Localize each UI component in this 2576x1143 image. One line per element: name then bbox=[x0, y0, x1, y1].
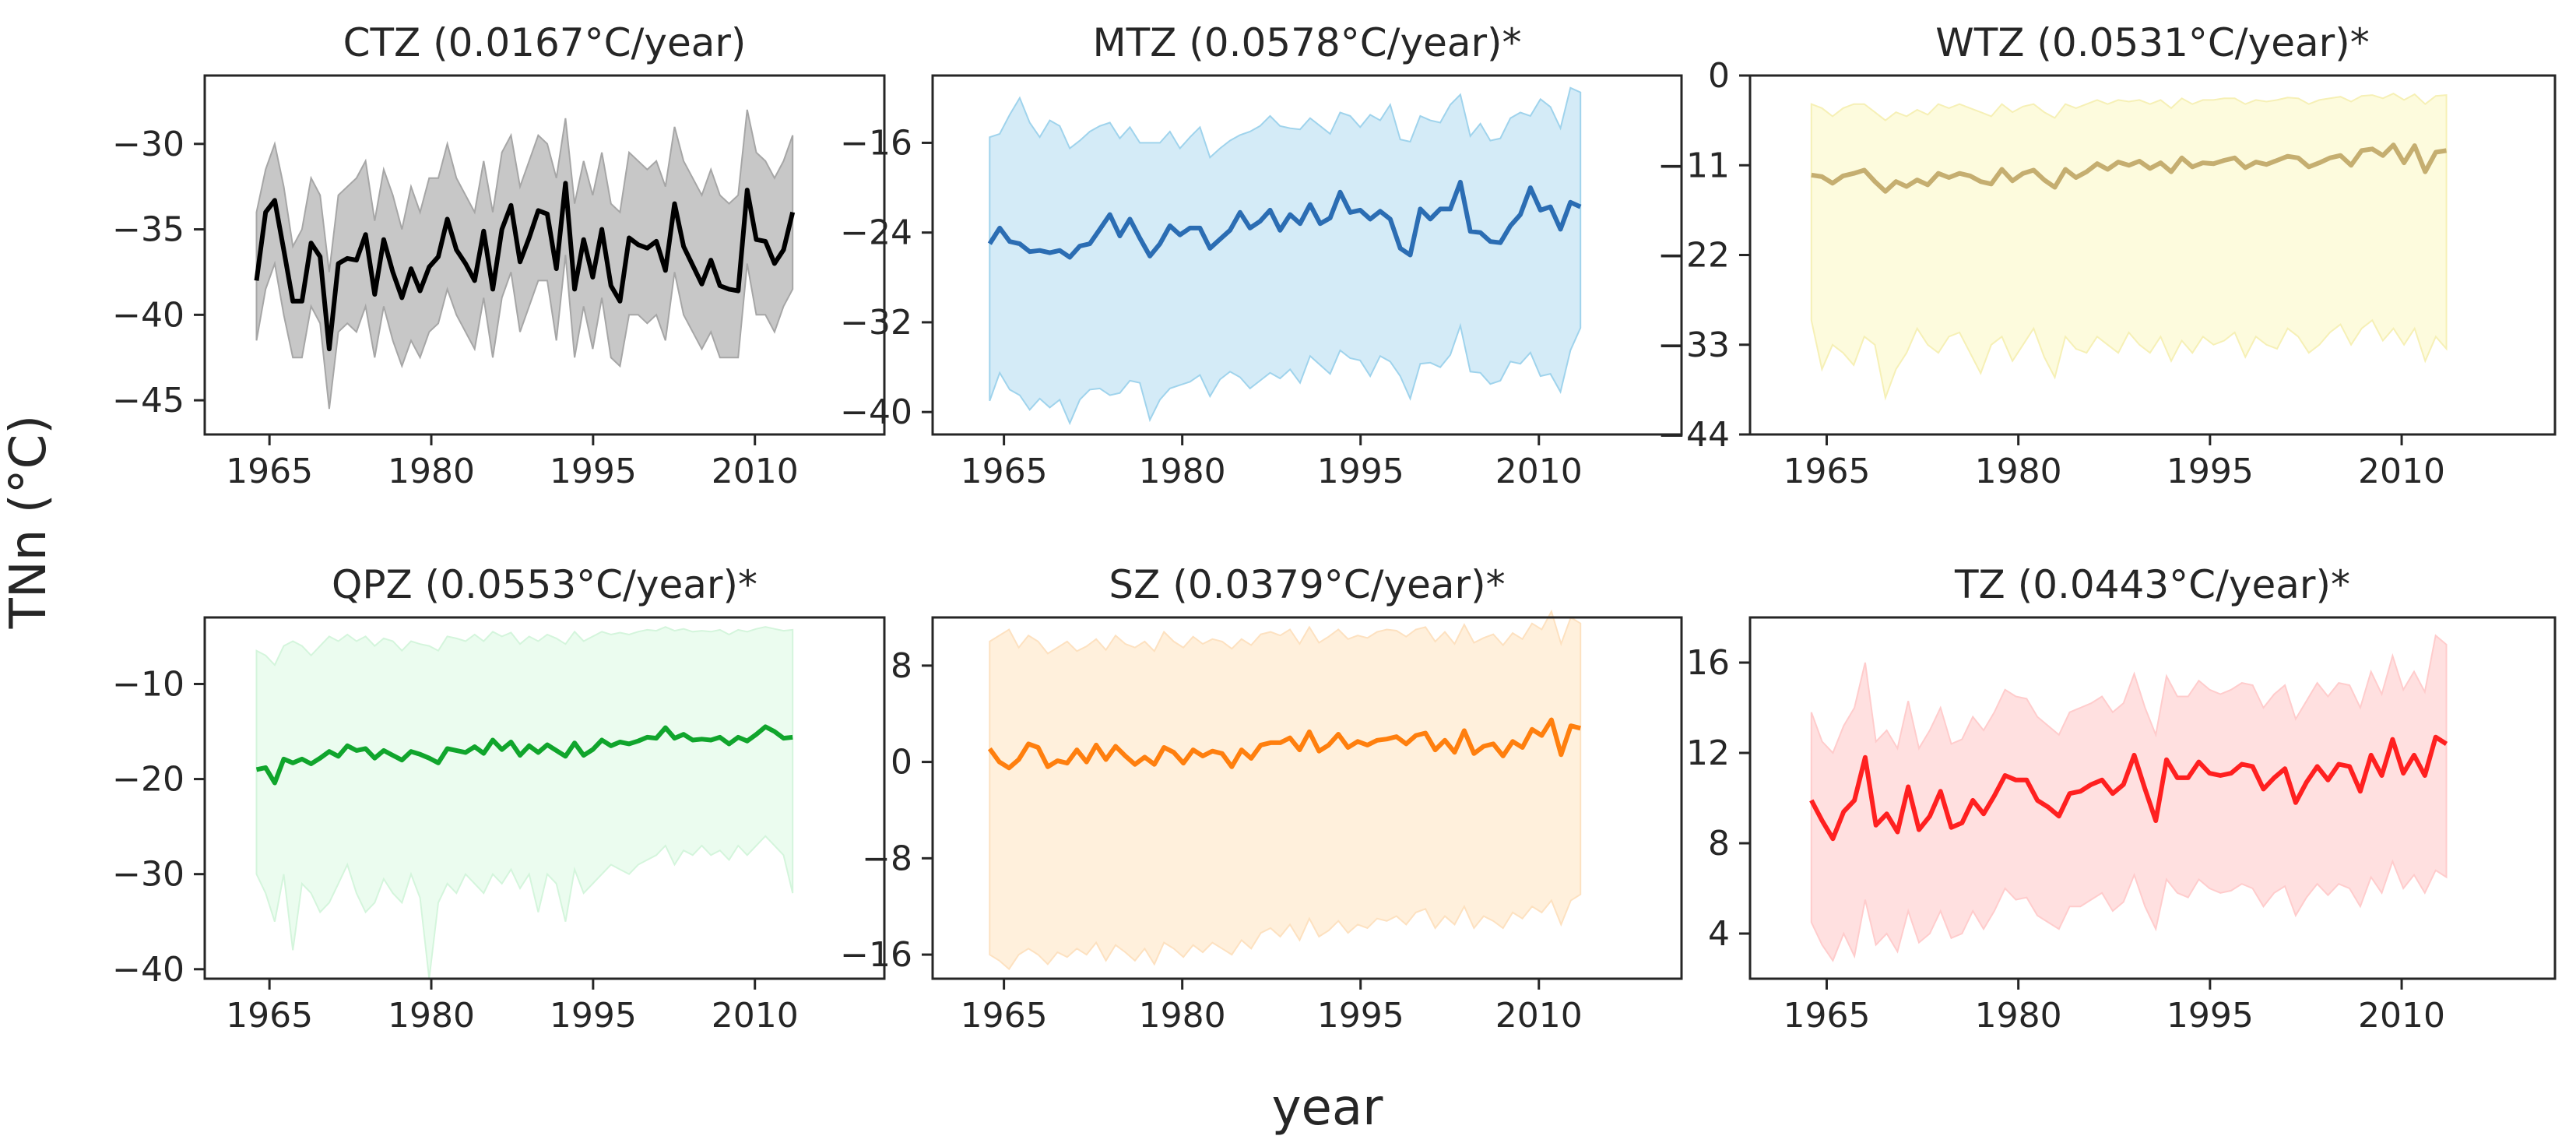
ytick-label-0-3: −30 bbox=[112, 125, 185, 164]
ytick-label-5-1: 8 bbox=[1708, 824, 1730, 863]
ytick-label-0-1: −40 bbox=[112, 295, 185, 335]
panel-title-5: TZ (0.0443°C/year)* bbox=[1954, 562, 2350, 607]
xtick-label-0-1: 1980 bbox=[388, 452, 475, 491]
axes-frame-4 bbox=[931, 616, 1683, 980]
xtick-label-0-2: 1995 bbox=[550, 452, 637, 491]
panel-3: 1965 1980 1995 2010 −40 −30 −20 −10 QPZ (0.0553°… bbox=[112, 562, 886, 1036]
ytick-label-0-0: −45 bbox=[112, 381, 185, 420]
ytick-label-3-1: −30 bbox=[112, 855, 185, 895]
xtick-label-4-2: 1995 bbox=[1317, 996, 1404, 1036]
xtick-label-1-0: 1965 bbox=[961, 452, 1048, 491]
xtick-label-2-1: 1980 bbox=[1975, 452, 2062, 491]
xtick-label-3-1: 1980 bbox=[388, 996, 475, 1036]
axes-frame-3 bbox=[203, 616, 886, 980]
xtick-label-5-3: 2010 bbox=[2358, 996, 2445, 1036]
xtick-label-1-1: 1980 bbox=[1139, 452, 1226, 491]
xtick-label-5-0: 1965 bbox=[1783, 996, 1870, 1036]
axes-frame-5 bbox=[1748, 616, 2557, 980]
xtick-label-1-2: 1995 bbox=[1317, 452, 1404, 491]
band-4 bbox=[989, 609, 1582, 971]
ytick-label-3-2: −20 bbox=[112, 760, 185, 800]
ytick-label-3-3: −10 bbox=[112, 664, 185, 704]
panel-title-3: QPZ (0.0553°C/year)* bbox=[332, 562, 757, 607]
xtick-label-3-2: 1995 bbox=[550, 996, 637, 1036]
ytick-label-4-3: 8 bbox=[891, 646, 912, 686]
xtick-label-5-1: 1980 bbox=[1975, 996, 2062, 1036]
ytick-label-5-0: 4 bbox=[1708, 914, 1730, 954]
panel-title-4: SZ (0.0379°C/year)* bbox=[1109, 562, 1505, 607]
band-3 bbox=[255, 626, 794, 979]
xtick-label-2-2: 1995 bbox=[2167, 452, 2254, 491]
figure-xlabel: year bbox=[1272, 1079, 1383, 1137]
band-1 bbox=[989, 86, 1582, 426]
panel-2: 1965 1980 1995 2010 −44 −33 −22 −11 0 WTZ (0.0531… bbox=[1657, 20, 2557, 491]
series-line-5 bbox=[1809, 734, 2448, 842]
panel-title-2: WTZ (0.0531°C/year)* bbox=[1935, 20, 2369, 65]
panels-container: 1965 1980 1995 2010 −45 −40 −35 −30 CTZ (0.0167°… bbox=[112, 20, 2557, 1036]
ytick-label-4-0: −16 bbox=[840, 935, 912, 975]
xtick-label-4-3: 2010 bbox=[1495, 996, 1583, 1036]
xtick-label-4-1: 1980 bbox=[1139, 996, 1226, 1036]
series-line-2 bbox=[1811, 142, 2447, 194]
ytick-label-1-3: −16 bbox=[840, 123, 912, 163]
xtick-label-3-3: 2010 bbox=[712, 996, 799, 1036]
ytick-label-5-3: 16 bbox=[1686, 643, 1730, 683]
xtick-label-0-0: 1965 bbox=[226, 452, 313, 491]
series-line-0 bbox=[254, 181, 796, 352]
axes-frame-0 bbox=[203, 74, 886, 436]
panel-0: 1965 1980 1995 2010 −45 −40 −35 −30 CTZ (0.0167°… bbox=[112, 20, 886, 491]
panel-1: 1965 1980 1995 2010 −40 −32 −24 −16 MTZ (0.0578°… bbox=[840, 20, 1683, 491]
series-line-4 bbox=[987, 717, 1581, 771]
xtick-label-3-0: 1965 bbox=[226, 996, 313, 1036]
axes-frame-1 bbox=[931, 74, 1683, 436]
ytick-label-2-4: 0 bbox=[1708, 56, 1730, 96]
panel-5: 1965 1980 1995 2010 4 8 12 16 TZ (0.0443°C/year)… bbox=[1686, 562, 2557, 1036]
band-5 bbox=[1810, 634, 2448, 962]
xtick-label-2-0: 1965 bbox=[1783, 452, 1870, 491]
ytick-label-2-0: −44 bbox=[1657, 415, 1730, 455]
panel-4: 1965 1980 1995 2010 −16 −8 0 8 SZ (0.0379°C/year… bbox=[840, 562, 1683, 1036]
xtick-label-1-3: 2010 bbox=[1495, 452, 1583, 491]
ytick-label-1-2: −24 bbox=[840, 213, 912, 253]
band-2 bbox=[1810, 92, 2448, 401]
ytick-label-0-2: −35 bbox=[112, 210, 185, 250]
series-line-3 bbox=[255, 724, 793, 786]
panel-title-1: MTZ (0.0578°C/year)* bbox=[1092, 20, 1521, 65]
figure-ylabel: TNn (°C) bbox=[0, 415, 58, 630]
xtick-label-0-3: 2010 bbox=[712, 452, 799, 491]
band-0 bbox=[255, 109, 794, 410]
panel-title-0: CTZ (0.0167°C/year) bbox=[343, 20, 747, 65]
ytick-label-1-1: −32 bbox=[840, 303, 912, 343]
xtick-label-2-3: 2010 bbox=[2358, 452, 2445, 491]
ytick-label-4-1: −8 bbox=[862, 839, 912, 878]
ytick-label-1-0: −40 bbox=[840, 392, 912, 432]
xtick-label-4-0: 1965 bbox=[961, 996, 1048, 1036]
ytick-label-4-2: 0 bbox=[891, 743, 912, 783]
ytick-label-2-2: −22 bbox=[1657, 236, 1730, 276]
ytick-label-5-2: 12 bbox=[1686, 733, 1730, 773]
series-line-1 bbox=[987, 179, 1582, 260]
ytick-label-3-0: −40 bbox=[112, 950, 185, 990]
ytick-label-2-3: −11 bbox=[1657, 146, 1730, 185]
xtick-label-5-2: 1995 bbox=[2167, 996, 2254, 1036]
ytick-label-2-1: −33 bbox=[1657, 325, 1730, 365]
